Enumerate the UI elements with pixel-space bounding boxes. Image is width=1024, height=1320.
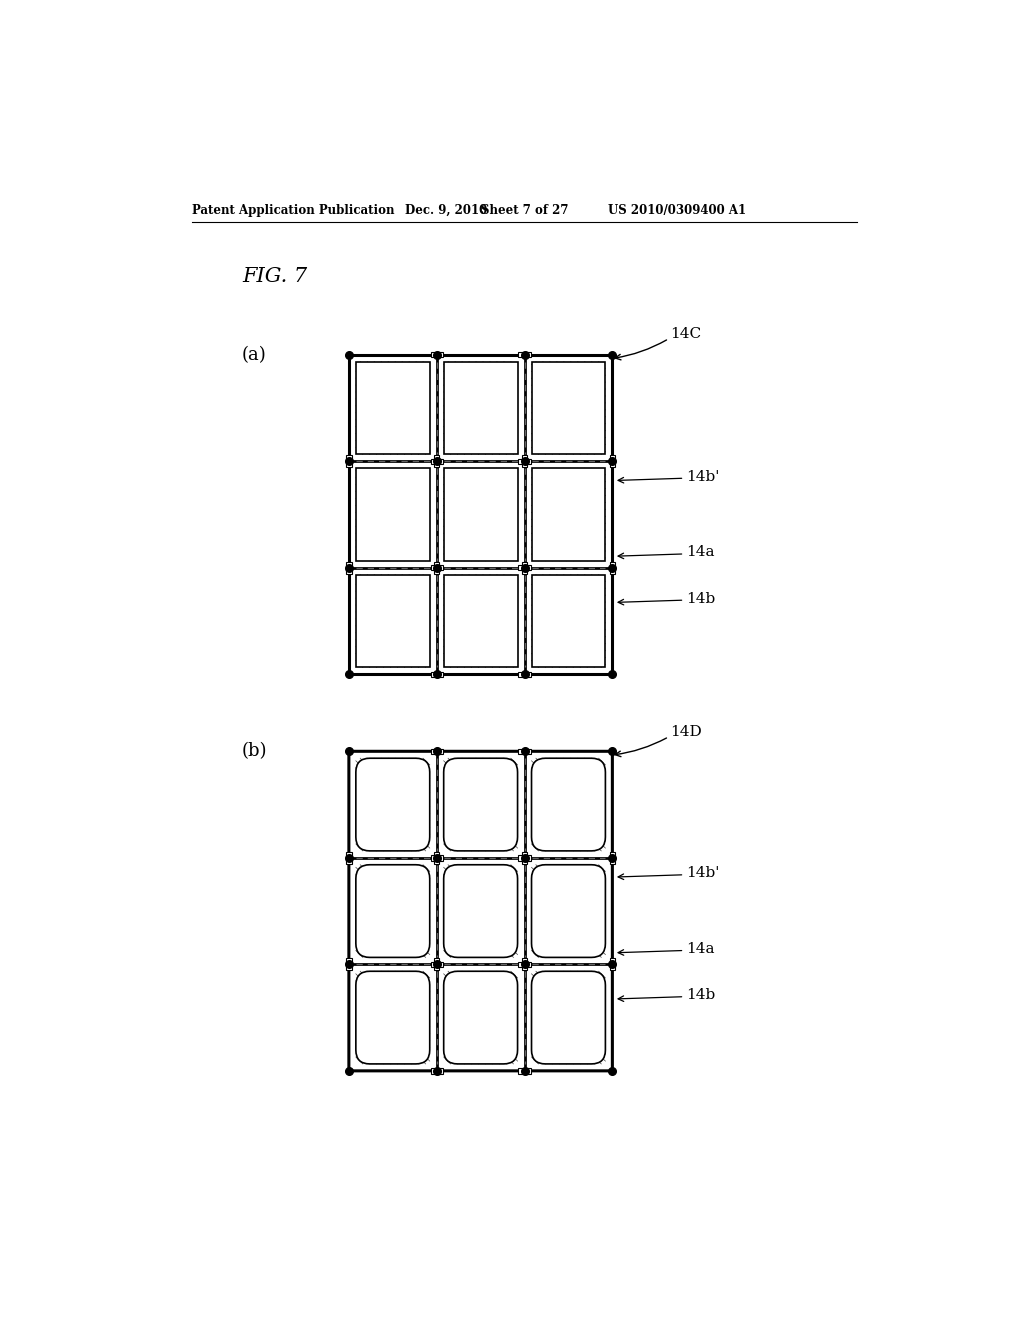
Bar <box>430 565 443 570</box>
Bar <box>522 851 527 865</box>
Bar <box>430 672 443 677</box>
Bar <box>609 958 615 970</box>
Bar <box>518 1068 530 1073</box>
Bar <box>346 958 351 970</box>
Text: Dec. 9, 2010: Dec. 9, 2010 <box>406 205 487 218</box>
Bar <box>518 672 530 677</box>
FancyBboxPatch shape <box>356 758 430 851</box>
Bar <box>518 855 530 861</box>
Bar <box>518 748 530 754</box>
Bar <box>434 561 439 574</box>
Bar <box>430 352 443 358</box>
Bar <box>531 574 605 668</box>
Text: 14C: 14C <box>671 327 701 341</box>
Bar <box>430 748 443 754</box>
Text: 14a: 14a <box>686 942 715 956</box>
Bar <box>443 469 517 561</box>
Bar <box>518 352 530 358</box>
Bar <box>443 362 517 454</box>
Bar <box>518 962 530 968</box>
Bar <box>522 455 527 467</box>
Text: Patent Application Publication: Patent Application Publication <box>193 205 395 218</box>
Bar <box>434 455 439 467</box>
Bar <box>609 561 615 574</box>
Bar <box>522 958 527 970</box>
Bar <box>609 851 615 865</box>
Bar <box>356 574 430 668</box>
Text: 14a: 14a <box>686 545 715 560</box>
Text: Sheet 7 of 27: Sheet 7 of 27 <box>480 205 568 218</box>
FancyBboxPatch shape <box>356 972 430 1064</box>
Text: US 2010/0309400 A1: US 2010/0309400 A1 <box>608 205 746 218</box>
Bar <box>430 458 443 463</box>
FancyBboxPatch shape <box>531 865 605 957</box>
Bar <box>346 455 351 467</box>
FancyBboxPatch shape <box>531 972 605 1064</box>
FancyBboxPatch shape <box>443 972 517 1064</box>
Text: FIG. 7: FIG. 7 <box>242 267 307 285</box>
Bar <box>531 362 605 454</box>
Bar <box>430 1068 443 1073</box>
Bar <box>531 469 605 561</box>
Bar <box>522 561 527 574</box>
FancyBboxPatch shape <box>531 758 605 851</box>
Text: 14b: 14b <box>686 591 715 606</box>
Bar <box>518 565 530 570</box>
Bar <box>434 851 439 865</box>
Bar <box>434 958 439 970</box>
Text: (a): (a) <box>242 346 266 364</box>
Bar <box>346 851 351 865</box>
Bar <box>430 962 443 968</box>
FancyBboxPatch shape <box>356 865 430 957</box>
Bar <box>430 855 443 861</box>
Bar <box>518 458 530 463</box>
FancyBboxPatch shape <box>443 758 517 851</box>
Bar <box>609 455 615 467</box>
Text: 14b': 14b' <box>686 470 720 483</box>
FancyBboxPatch shape <box>443 865 517 957</box>
Bar <box>349 355 612 675</box>
Bar <box>346 561 351 574</box>
Bar <box>356 469 430 561</box>
Text: 14D: 14D <box>671 725 702 739</box>
Text: 14b: 14b <box>686 989 715 1002</box>
Bar <box>443 574 517 668</box>
Text: 14b': 14b' <box>686 866 720 880</box>
Bar <box>356 362 430 454</box>
Text: (b): (b) <box>242 742 267 760</box>
